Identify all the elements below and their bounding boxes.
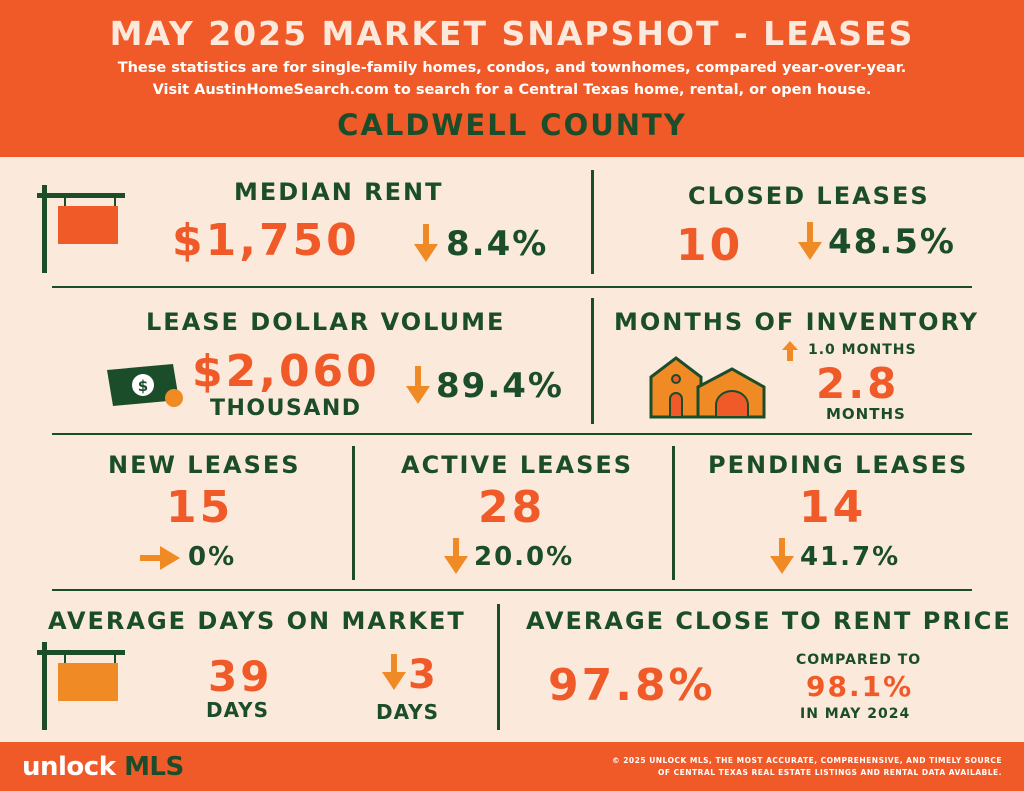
divider [672,446,675,580]
lease-volume-change: 89.4% [436,366,564,406]
arrow-down-icon [770,538,794,574]
divider [52,589,972,591]
logo-text-mls: MLS [124,752,184,782]
new-leases-label: NEW LEASES [108,451,301,479]
new-leases-change: 0% [188,542,237,572]
months-inventory-change: 1.0 MONTHS [808,342,917,358]
divider [352,446,355,580]
median-rent-change: 8.4% [446,224,549,264]
divider [52,433,972,435]
copyright-line-2: OF CENTRAL TEXAS REAL ESTATE LISTINGS AN… [658,768,1002,777]
copyright-line-1: © 2025 UNLOCK MLS, THE MOST ACCURATE, CO… [612,756,1002,765]
lease-volume-value: $2,060 [192,346,380,397]
avg-dom-change: 3 [408,652,439,698]
header-banner: MAY 2025 MARKET SNAPSHOT - LEASES These … [0,0,1024,157]
closed-leases-label: CLOSED LEASES [688,182,930,210]
months-inventory-label: MONTHS OF INVENTORY [614,308,980,336]
arrow-right-icon [140,546,180,570]
divider [52,286,972,288]
copyright-notice: © 2025 UNLOCK MLS, THE MOST ACCURATE, CO… [572,755,1002,779]
subtitle-line-2: Visit AustinHomeSearch.com to search for… [152,82,872,98]
pending-leases-change: 41.7% [800,542,901,572]
closed-leases-value: 10 [676,220,744,271]
closed-leases-change: 48.5% [828,222,956,262]
house-icon [649,356,766,419]
arrow-down-icon [414,224,438,262]
county-title: CALDWELL COUNTY [337,108,687,142]
close-to-rent-value: 97.8% [548,660,716,711]
compared-value: 98.1% [806,670,914,703]
avg-dom-value: 39 [208,652,273,701]
median-rent-value: $1,750 [172,215,360,266]
new-leases-value: 15 [166,482,234,533]
arrow-down-icon [798,222,822,260]
logo-text-unlock: unlock [22,752,116,782]
months-inventory-value: 2.8 [816,359,900,408]
arrow-up-icon [782,341,798,361]
arrow-down-icon [444,538,468,574]
money-bill-icon: $ [107,364,183,407]
footer-bar: unlock MLS © 2025 UNLOCK MLS, THE MOST A… [0,742,1024,791]
median-rent-label: MEDIAN RENT [234,178,444,206]
pending-leases-value: 14 [799,482,867,533]
page-title: MAY 2025 MARKET SNAPSHOT - LEASES [109,14,915,53]
arrow-down-icon [382,654,406,690]
pending-leases-label: PENDING LEASES [708,451,969,479]
sign-post-icon [37,642,125,730]
months-inventory-unit: MONTHS [826,405,906,423]
avg-dom-label: AVERAGE DAYS ON MARKET [48,607,466,635]
svg-text:$: $ [138,377,148,395]
close-to-rent-label: AVERAGE CLOSE TO RENT PRICE [526,607,1012,635]
lease-volume-label: LEASE DOLLAR VOLUME [146,308,506,336]
divider [591,170,594,274]
avg-dom-change-unit: DAYS [376,700,440,724]
compared-label: COMPARED TO [796,652,922,668]
avg-dom-unit: DAYS [206,698,270,722]
unlock-mls-logo[interactable]: unlock MLS [22,752,184,782]
compared-period: IN MAY 2024 [800,706,911,722]
active-leases-value: 28 [478,482,546,533]
active-leases-change: 20.0% [474,542,575,572]
divider [497,604,500,730]
subtitle-line-1: These statistics are for single-family h… [117,60,907,76]
arrow-down-icon [406,366,430,404]
divider [591,298,594,424]
sign-post-icon [37,185,125,273]
lease-volume-unit: THOUSAND [210,396,362,421]
active-leases-label: ACTIVE LEASES [401,451,634,479]
